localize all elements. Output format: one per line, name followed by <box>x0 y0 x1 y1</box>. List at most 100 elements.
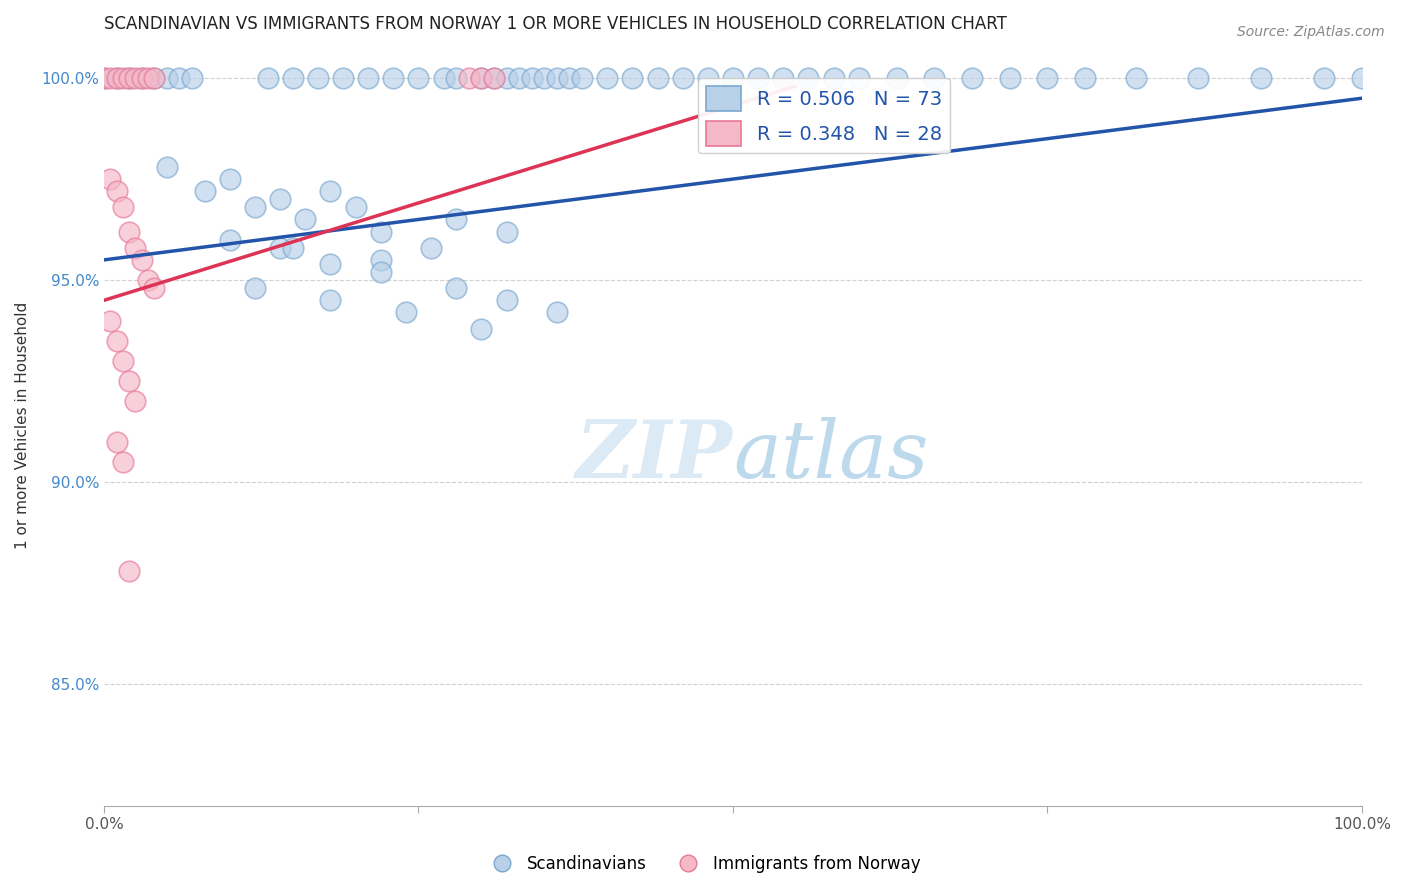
Point <box>1250 70 1272 85</box>
Point <box>1187 70 1209 85</box>
Text: atlas: atlas <box>733 417 928 495</box>
Point <box>357 70 380 85</box>
Point <box>495 293 517 308</box>
Legend: Scandinavians, Immigrants from Norway: Scandinavians, Immigrants from Norway <box>478 848 928 880</box>
Point <box>420 241 443 255</box>
Point <box>294 212 316 227</box>
Point <box>382 70 405 85</box>
Point <box>370 252 392 267</box>
Point <box>457 70 479 85</box>
Point <box>596 70 619 85</box>
Point <box>98 172 121 186</box>
Point <box>647 70 669 85</box>
Y-axis label: 1 or more Vehicles in Household: 1 or more Vehicles in Household <box>15 302 30 549</box>
Legend: R = 0.506   N = 73, R = 0.348   N = 28: R = 0.506 N = 73, R = 0.348 N = 28 <box>699 78 949 153</box>
Point <box>136 70 159 85</box>
Text: SCANDINAVIAN VS IMMIGRANTS FROM NORWAY 1 OR MORE VEHICLES IN HOUSEHOLD CORRELATI: SCANDINAVIAN VS IMMIGRANTS FROM NORWAY 1… <box>104 15 1007 33</box>
Point <box>558 70 581 85</box>
Point <box>998 70 1021 85</box>
Point <box>922 70 945 85</box>
Point <box>169 70 191 85</box>
Point <box>105 70 128 85</box>
Point <box>332 70 354 85</box>
Point <box>105 334 128 348</box>
Point <box>1074 70 1097 85</box>
Point <box>721 70 744 85</box>
Point <box>960 70 983 85</box>
Point <box>508 70 530 85</box>
Point <box>118 374 141 388</box>
Point <box>533 70 555 85</box>
Point <box>93 70 115 85</box>
Point <box>370 265 392 279</box>
Point <box>105 434 128 449</box>
Point <box>482 70 505 85</box>
Point <box>143 70 166 85</box>
Point <box>218 233 240 247</box>
Point <box>269 192 291 206</box>
Point <box>111 354 134 368</box>
Point <box>143 70 166 85</box>
Point <box>444 70 467 85</box>
Point <box>124 241 146 255</box>
Point <box>495 70 517 85</box>
Point <box>823 70 845 85</box>
Point <box>848 70 870 85</box>
Point <box>156 70 179 85</box>
Point <box>124 394 146 409</box>
Point <box>105 70 128 85</box>
Point <box>621 70 644 85</box>
Point <box>747 70 769 85</box>
Point <box>482 70 505 85</box>
Point <box>470 70 492 85</box>
Point <box>319 184 342 198</box>
Point <box>93 70 115 85</box>
Point <box>98 313 121 327</box>
Point <box>344 200 367 214</box>
Point <box>307 70 329 85</box>
Point <box>546 305 568 319</box>
Point <box>370 225 392 239</box>
Point <box>181 70 204 85</box>
Point <box>98 70 121 85</box>
Point <box>1313 70 1336 85</box>
Point <box>118 70 141 85</box>
Text: Source: ZipAtlas.com: Source: ZipAtlas.com <box>1237 25 1385 39</box>
Point <box>124 70 146 85</box>
Point <box>118 225 141 239</box>
Point <box>571 70 593 85</box>
Point <box>495 225 517 239</box>
Point <box>281 70 304 85</box>
Point <box>797 70 820 85</box>
Point <box>118 70 141 85</box>
Point <box>470 70 492 85</box>
Point <box>319 293 342 308</box>
Point <box>131 252 153 267</box>
Point <box>156 160 179 174</box>
Point <box>131 70 153 85</box>
Point <box>1125 70 1147 85</box>
Point <box>886 70 908 85</box>
Point <box>395 305 418 319</box>
Point <box>111 70 134 85</box>
Point <box>111 455 134 469</box>
Point <box>256 70 278 85</box>
Point <box>772 70 794 85</box>
Point <box>696 70 718 85</box>
Point <box>672 70 695 85</box>
Point <box>243 200 266 214</box>
Point <box>1351 70 1374 85</box>
Point <box>444 281 467 295</box>
Point <box>131 70 153 85</box>
Point <box>408 70 430 85</box>
Point <box>118 564 141 578</box>
Point <box>194 184 217 198</box>
Point <box>520 70 543 85</box>
Point <box>546 70 568 85</box>
Point <box>143 281 166 295</box>
Point <box>243 281 266 295</box>
Point <box>319 257 342 271</box>
Point <box>218 172 240 186</box>
Text: ZIP: ZIP <box>576 417 733 495</box>
Point <box>433 70 456 85</box>
